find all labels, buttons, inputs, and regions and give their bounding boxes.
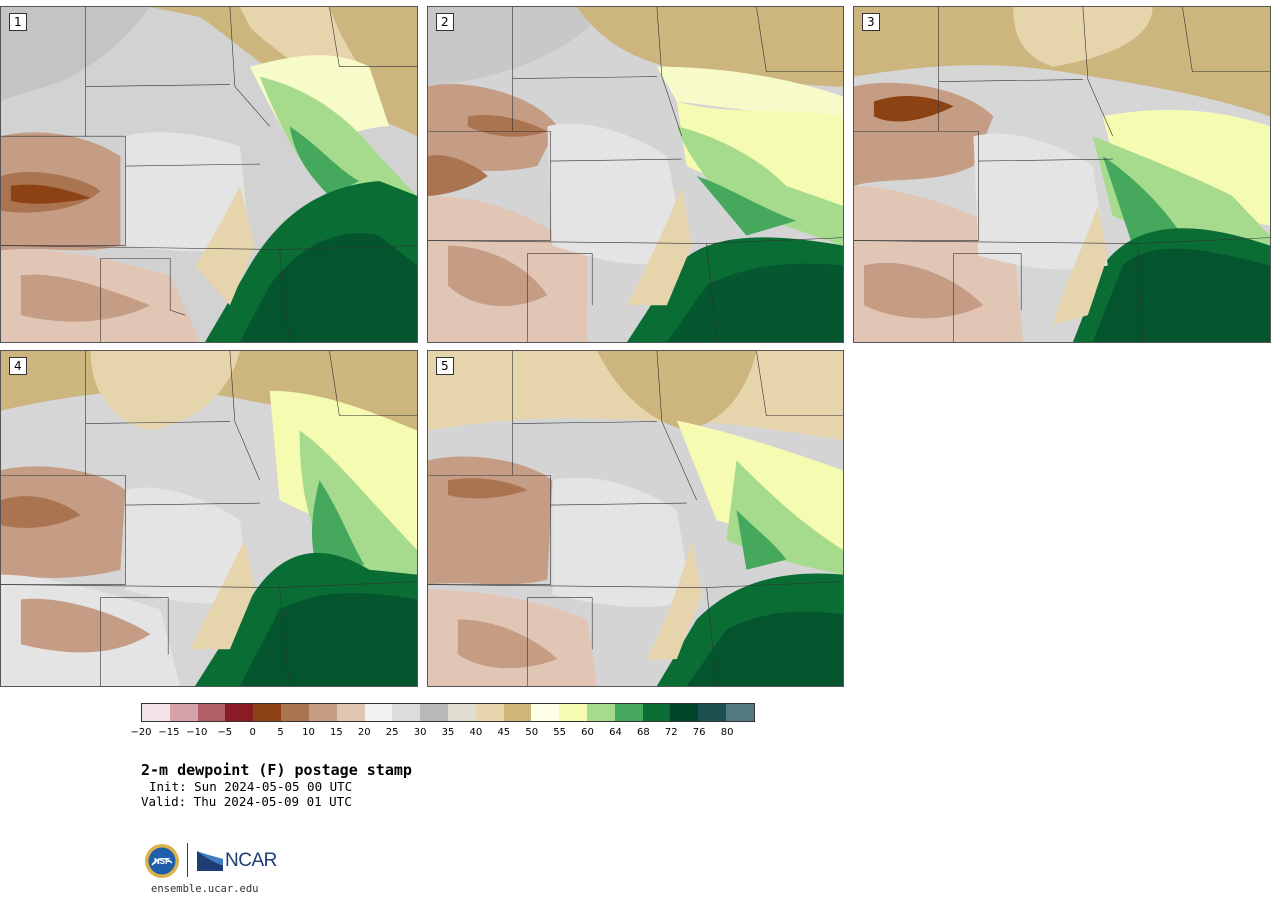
- colorbar-tick-label: 25: [385, 727, 399, 738]
- colorbar-tick-label: 64: [609, 727, 622, 738]
- colorbar-cell: [225, 704, 254, 721]
- colorbar-tick-label: 10: [302, 727, 315, 738]
- colorbar-cell: [281, 704, 309, 721]
- colorbar-cell: [670, 704, 699, 721]
- colorbar: [141, 703, 755, 722]
- colorbar-tick-label: 55: [553, 727, 566, 738]
- colorbar-tick-label: −10: [186, 727, 208, 738]
- dewpoint-map-3: [854, 7, 1270, 342]
- colorbar-tick-label: −5: [217, 727, 233, 738]
- init-time: Init: Sun 2024-05-05 00 UTC: [149, 779, 353, 794]
- colorbar-cell: [559, 704, 587, 721]
- colorbar-cell: [336, 704, 365, 721]
- ncar-mark-icon: [197, 851, 223, 871]
- map-panel-2: 2: [427, 6, 844, 343]
- valid-time: Valid: Thu 2024-05-09 01 UTC: [141, 794, 352, 809]
- colorbar-cell: [698, 704, 727, 721]
- dewpoint-map-5: [428, 351, 843, 686]
- ncar-logo-text: NCAR: [225, 850, 277, 871]
- colorbar-tick-label: 45: [497, 727, 511, 738]
- panel-5-label: 5: [436, 357, 454, 375]
- colorbar-tick-label: 50: [525, 727, 539, 738]
- colorbar-tick-label: 60: [581, 727, 594, 738]
- dewpoint-map-1: [1, 7, 417, 342]
- colorbar-cell: [420, 704, 448, 721]
- map-panel-3: 3: [853, 6, 1271, 343]
- colorbar-tick-label: 80: [720, 727, 734, 738]
- colorbar-cell: [447, 704, 476, 721]
- colorbar-cell: [253, 704, 282, 721]
- map-panel-1: 1: [0, 6, 418, 343]
- colorbar-cell: [142, 704, 170, 721]
- colorbar-cell: [726, 704, 754, 721]
- panel-4-label: 4: [9, 357, 27, 375]
- colorbar-tick-label: 68: [636, 727, 650, 738]
- footer-url: ensemble.ucar.edu: [151, 883, 259, 895]
- colorbar-tick-label: 35: [441, 727, 455, 738]
- colorbar-tick-label: 0: [249, 727, 256, 738]
- colorbar-cell: [475, 704, 504, 721]
- plot-title: 2-m dewpoint (F) postage stamp: [141, 761, 412, 779]
- colorbar-cell: [364, 704, 393, 721]
- colorbar-cell: [169, 704, 198, 721]
- colorbar-tick-label: 15: [329, 727, 343, 738]
- colorbar-tick-label: 76: [692, 727, 706, 738]
- colorbar-cell: [503, 704, 532, 721]
- colorbar-cell: [587, 704, 615, 721]
- colorbar-tick-label: 5: [277, 727, 284, 738]
- dewpoint-map-2: [428, 7, 843, 342]
- colorbar-tick-label: 30: [413, 727, 427, 738]
- colorbar-cell: [642, 704, 671, 721]
- panel-2-label: 2: [436, 13, 454, 31]
- nsf-logo-text: NSF: [154, 857, 170, 866]
- colorbar-cell: [614, 704, 643, 721]
- colorbar-tick-label: 20: [357, 727, 371, 738]
- panel-1-label: 1: [9, 13, 27, 31]
- colorbar-tick-label: −15: [158, 727, 180, 738]
- colorbar-cell: [531, 704, 560, 721]
- ncar-logo: NCAR: [197, 848, 277, 874]
- colorbar-cell: [392, 704, 421, 721]
- colorbar-cell: [197, 704, 226, 721]
- map-panel-4: 4: [0, 350, 418, 687]
- colorbar-tick-label: 72: [664, 727, 678, 738]
- dewpoint-map-4: [1, 351, 417, 686]
- colorbar-tick-label: −20: [130, 727, 152, 738]
- colorbar-tick-label: 40: [469, 727, 483, 738]
- colorbar-ticks: −20 −15 −10 −5 0 5 10 15 20 25 30 35 40 45 50 55 60 64 68 7…: [130, 727, 755, 741]
- colorbar-cell: [308, 704, 337, 721]
- map-panel-5: 5: [427, 350, 844, 687]
- logo-divider: [187, 843, 188, 877]
- panel-3-label: 3: [862, 13, 880, 31]
- nsf-logo: NSF: [144, 843, 180, 879]
